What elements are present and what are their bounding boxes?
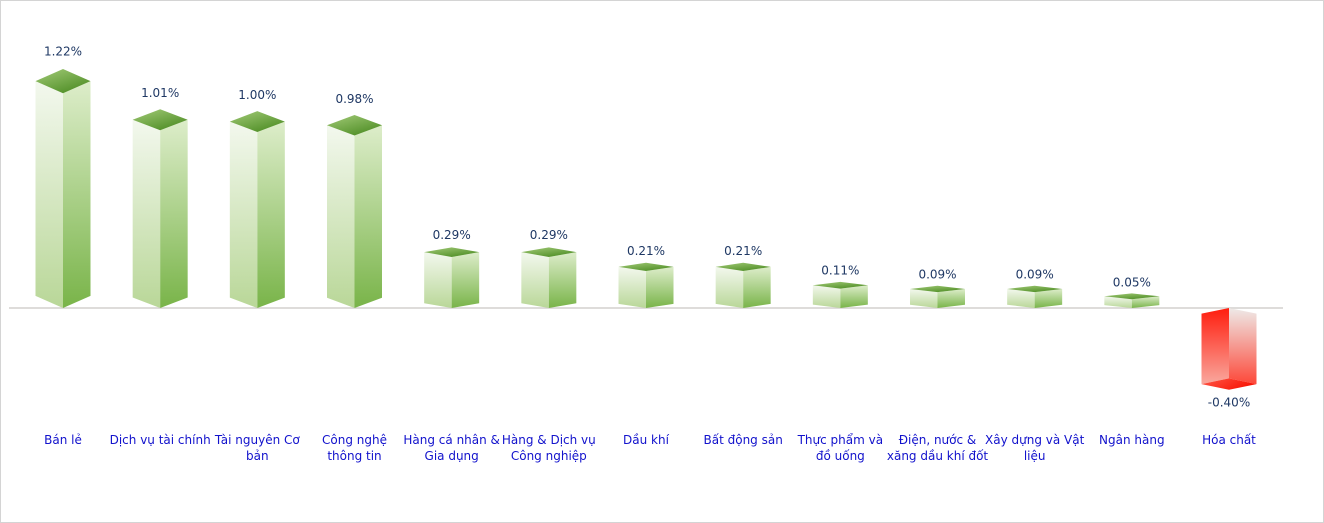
bar-column: 0.05% [1104, 275, 1160, 308]
bar-top-face [910, 285, 966, 293]
bar-top-face [618, 262, 674, 272]
category-label: Điện, nước & xăng dầu khí đốt [886, 433, 989, 463]
value-label: 1.00% [238, 88, 276, 102]
bar-column: 0.21% [618, 244, 674, 308]
bar-column: 0.98% [327, 92, 383, 309]
value-label: 1.22% [44, 44, 82, 58]
value-label: 0.09% [918, 268, 956, 282]
bar-left-face [618, 266, 647, 308]
category-label: Ngân hàng [1099, 433, 1165, 447]
bar-column: -0.40% [1201, 308, 1257, 410]
bar-left-face [910, 288, 938, 308]
bar-right-face [646, 266, 674, 308]
bar-left-face [521, 252, 549, 308]
bar-top-face [812, 281, 868, 289]
bar-column: 1.22% [35, 44, 91, 308]
bar-column: 0.09% [910, 268, 966, 308]
bar-right-face [257, 121, 285, 308]
bar-left-face [1104, 296, 1132, 308]
bar-top-face [715, 262, 771, 272]
bar-left-face [812, 285, 841, 308]
bar-top-face [1104, 293, 1160, 300]
bar-top-face [1007, 285, 1063, 293]
bar-right-face [937, 288, 966, 308]
category-label: Công nghệ thông tin [322, 433, 387, 463]
bar-left-face [715, 266, 744, 308]
bar-top-face [327, 114, 383, 136]
value-label: 1.01% [141, 86, 179, 100]
category-label: Bất động sản [703, 433, 783, 447]
bar-top-face [132, 109, 188, 131]
bar-column: 0.29% [521, 228, 577, 308]
bar-column: 0.09% [1007, 268, 1063, 308]
bar-right-face [354, 125, 383, 309]
category-label: Thực phẩm và đồ uống [797, 433, 884, 463]
bar-column: 0.11% [812, 264, 868, 308]
value-label: 0.05% [1113, 275, 1151, 289]
bar-left-face [327, 125, 355, 309]
bar-column: 0.21% [715, 244, 771, 308]
bar-top-face [229, 111, 285, 132]
bar-right-face [548, 252, 577, 308]
bar-column: 1.00% [229, 88, 285, 308]
bar-left-face [1007, 288, 1035, 308]
category-label: Hóa chất [1202, 433, 1256, 447]
category-label: Dịch vụ tài chính [109, 433, 211, 447]
bar-right-face [160, 119, 188, 308]
bar-top-face [424, 247, 480, 257]
bar-left-face [132, 119, 161, 308]
value-label: -0.40% [1208, 396, 1250, 410]
bar-right-face [1131, 296, 1160, 308]
category-label: Hàng cá nhân & Gia dụng [403, 433, 500, 463]
category-label: Hàng & Dịch vụ Công nghiệp [501, 433, 596, 463]
category-label: Tài nguyên Cơ bản [214, 433, 300, 463]
bar-left-face [35, 81, 63, 308]
value-label: 0.21% [627, 244, 665, 258]
value-label: 0.98% [335, 92, 373, 106]
bar-right-face [1229, 308, 1257, 385]
value-label: 0.29% [530, 228, 568, 242]
bar-right-face [451, 252, 480, 308]
bar-column: 1.01% [132, 86, 188, 308]
category-label: Bán lẻ [44, 433, 82, 447]
value-label: 0.29% [433, 228, 471, 242]
bar-top-face [35, 68, 91, 94]
bar-right-face [840, 285, 868, 308]
bar-left-face [229, 121, 258, 308]
bar-right-face [63, 81, 91, 308]
bar-right-face [743, 266, 771, 308]
value-label: 0.21% [724, 244, 762, 258]
bar-right-face [1034, 288, 1063, 308]
bar-top-face [521, 247, 577, 257]
category-label: Xây dựng và Vật liệu [985, 433, 1085, 463]
value-label: 0.09% [1016, 268, 1054, 282]
bar-column: 0.29% [424, 228, 480, 308]
value-label: 0.11% [821, 264, 859, 278]
bar-left-face [1201, 308, 1230, 385]
category-label: Dầu khí [623, 433, 669, 447]
bar-bottom-face [1201, 378, 1257, 390]
bar-left-face [424, 252, 452, 308]
